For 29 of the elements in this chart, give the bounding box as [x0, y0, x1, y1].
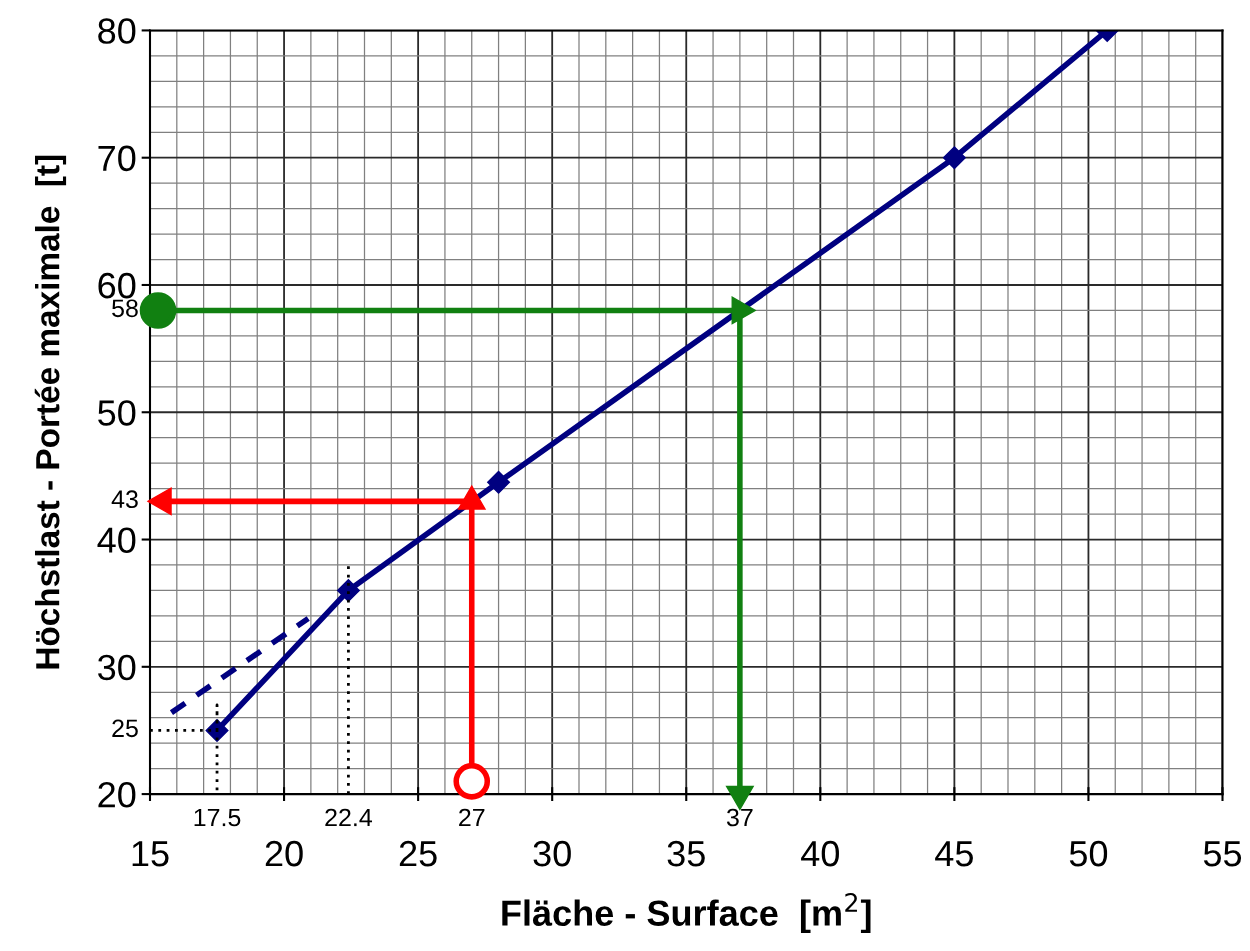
y-tick-label: 20: [98, 781, 136, 808]
y-tick-label: 80: [98, 18, 136, 44]
annotation: 22.4: [325, 808, 373, 827]
x-tick-label: 25: [399, 840, 437, 867]
annotation: 25: [112, 719, 138, 738]
annotation: 58: [112, 299, 138, 318]
x-axis-title: Fläche - Surface [m$^{2}$]: [502, 893, 871, 934]
x-tick-label: 50: [1069, 840, 1108, 867]
annotation: 37: [726, 808, 753, 827]
y-axis-title: Höchstlast - Portée maximale [t]: [34, 155, 67, 669]
annotation: 17.5: [194, 808, 241, 827]
y-tick-label: 30: [98, 654, 136, 681]
point: [942, 146, 966, 170]
x-tick-label: 45: [935, 841, 973, 867]
x-tick-label: 20: [265, 840, 303, 867]
x-tick-label: 55: [1203, 841, 1242, 867]
y-tick-label: 70: [98, 145, 136, 172]
x-tick-label: 35: [667, 840, 705, 867]
y-tick-label: 40: [97, 527, 136, 553]
annotation: 43: [111, 490, 138, 509]
point: [139, 292, 177, 329]
x-tick-label: 15: [132, 841, 169, 867]
point: [453, 763, 491, 800]
point: [487, 470, 511, 494]
y-tick-label: 50: [98, 400, 136, 426]
x-tick-label: 30: [533, 840, 571, 867]
y-tick-label: 60: [98, 272, 136, 299]
annotation: 27: [459, 808, 485, 827]
x-tick-label: 40: [801, 840, 839, 867]
